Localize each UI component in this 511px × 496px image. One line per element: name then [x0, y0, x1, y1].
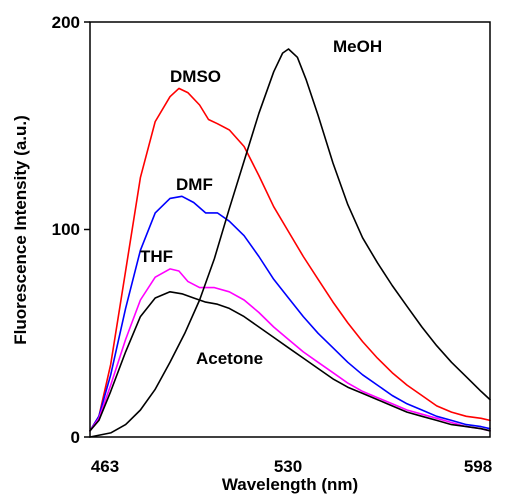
- x-tick-label: 598: [464, 457, 492, 476]
- series-label-dmso: DMSO: [170, 67, 221, 86]
- series-label-acetone: Acetone: [196, 349, 263, 368]
- series-line-meoh: [89, 48, 491, 438]
- series-line-dmf: [89, 195, 491, 432]
- y-tick-label: 200: [52, 13, 80, 32]
- x-axis-title: Wavelength (nm): [222, 475, 358, 494]
- x-tick-label: 530: [274, 457, 302, 476]
- series-line-dmso: [89, 87, 491, 432]
- y-tick-label: 0: [71, 428, 80, 447]
- y-axis-title: Fluorescence Intensity (a.u.): [11, 115, 30, 345]
- series-line-thf: [89, 268, 491, 432]
- plot-frame: [89, 21, 491, 438]
- series-label-dmf: DMF: [176, 175, 213, 194]
- series-label-thf: THF: [140, 247, 173, 266]
- x-tick-label: 463: [91, 457, 119, 476]
- series-line-acetone: [89, 291, 491, 432]
- series-label-meoh: MeOH: [333, 37, 382, 56]
- y-tick-label: 100: [52, 220, 80, 239]
- series-layer: [89, 48, 491, 438]
